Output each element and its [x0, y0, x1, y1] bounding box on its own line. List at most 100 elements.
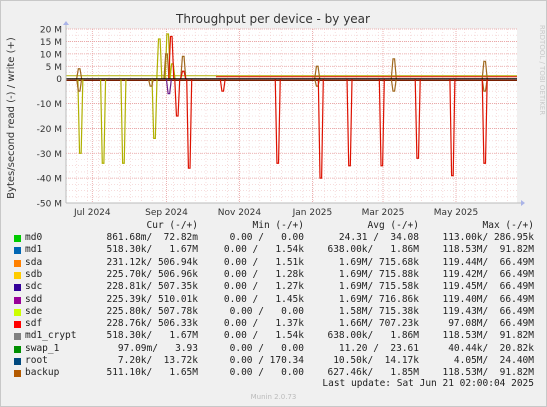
y-tick-label: 10 M	[40, 50, 62, 60]
legend-row: sde 225.80k/ 507.78k 0.00 / 0.00 1.58M/ 715…	[0, 306, 547, 318]
legend-swatch	[14, 247, 21, 255]
legend-avg: 638.00k/ 1.86M	[327, 330, 419, 342]
series-spike	[174, 78, 181, 117]
x-tick-label: Sep 2024	[145, 208, 188, 218]
series-spike	[414, 78, 421, 159]
legend-cur: 225.70k/ 506.96k	[106, 268, 198, 280]
legend-cur: 225.39k/ 510.01k	[106, 293, 198, 305]
legend-cur: 231.12k/ 506.94k	[106, 256, 198, 268]
series-spike	[99, 78, 107, 164]
legend-swatch	[14, 271, 21, 279]
legend-swatch	[14, 259, 21, 267]
legend-max: 118.53M/ 91.82M	[442, 244, 534, 256]
x-tick-label: Jul 2024	[73, 208, 111, 218]
x-tick-label: Mar 2025	[362, 208, 405, 218]
legend-name: sdb	[25, 268, 43, 280]
legend-avg: 627.46k/ 1.85M	[327, 367, 419, 379]
series-spike	[481, 60, 488, 79]
legend-avg: 1.69M/ 715.68k	[338, 256, 419, 268]
legend-avg: 10.50k/ 14.17k	[333, 355, 419, 366]
legend-max: 119.44M/ 66.49M	[442, 256, 534, 268]
legend-max: 119.40M/ 66.49M	[442, 293, 534, 305]
y-axis-arrow	[63, 21, 69, 25]
series-spike	[156, 38, 163, 79]
legend-max: 119.45M/ 66.49M	[442, 281, 534, 293]
series-spike	[169, 63, 176, 79]
series-spike	[180, 55, 187, 79]
series-spike	[378, 78, 385, 167]
legend-swatch	[14, 345, 21, 353]
y-tick-label: -10 M	[37, 100, 62, 110]
legend-cur: 228.76k/ 506.33k	[106, 318, 198, 330]
legend-name: swap_1	[25, 342, 60, 354]
series-spike	[314, 65, 321, 79]
legend-name: sda	[25, 256, 43, 268]
y-tick-label: 5 M	[46, 63, 62, 73]
y-axis-label: Bytes/second read (-) / write (+)	[6, 37, 17, 199]
legend-min: 0.00 / 1.37k	[223, 318, 304, 330]
legend-row: backup 511.10k/ 1.65M 0.00 / 0.00 627.46k/ …	[0, 367, 547, 379]
legend-min: 0.00 / 1.54k	[223, 330, 304, 342]
legend-cur: 518.30k/ 1.67M	[106, 244, 198, 256]
header-avg: Avg (-/+)	[367, 220, 419, 231]
legend-cur: 518.30k/ 1.67M	[106, 330, 198, 342]
legend-max: 113.00k/ 286.95k	[442, 232, 534, 243]
legend-row: sdf 228.76k/ 506.33k 0.00 / 1.37k 1.66M/ 70…	[0, 318, 547, 330]
legend-swatch	[14, 308, 21, 316]
legend-row: root 7.20k/ 13.72k 0.00 / 170.34 10.50k/ 14…	[0, 355, 547, 367]
series-spike	[120, 78, 127, 164]
legend-name: md1_crypt	[25, 330, 77, 342]
legend-avg: 1.69M/ 715.58k	[338, 281, 419, 293]
x-tick-label: May 2025	[434, 208, 478, 218]
legend-min: 0.00 / 0.00	[229, 232, 304, 243]
y-tick-label: -20 M	[37, 125, 62, 135]
legend-min: 0.00 / 0.00	[229, 305, 304, 317]
legend-cur: 97.09m/ 3.93	[117, 342, 198, 354]
series-spike	[390, 58, 397, 79]
legend-avg: 1.69M/ 716.86k	[338, 293, 419, 305]
x-tick-label: Nov 2024	[218, 208, 262, 218]
legend-min: 0.00 / 0.00	[229, 367, 304, 379]
legend-cur: 7.20k/ 13.72k	[117, 355, 198, 366]
legend-row: sda 231.12k/ 506.94k 0.00 / 1.51k 1.69M/ 71…	[0, 257, 547, 269]
series-spike	[317, 78, 324, 179]
series-spike	[147, 78, 155, 87]
legend-min: 0.00 / 1.45k	[223, 293, 304, 305]
x-axis-arrow	[521, 200, 525, 206]
series-spike	[76, 78, 83, 92]
series-spike	[390, 78, 397, 92]
header-max: Max (-/+)	[482, 220, 534, 231]
legend-name: md1	[25, 244, 43, 256]
legend-cur: 861.68m/ 72.82m	[106, 232, 198, 243]
legend-row: md1 518.30k/ 1.67M 0.00 / 1.54k 638.00k/ 1.…	[0, 244, 547, 256]
legend-avg: 24.31 / 34.08	[338, 232, 419, 243]
series-spike	[163, 53, 170, 79]
series-spike	[76, 68, 83, 79]
series-spike	[274, 78, 281, 164]
legend-row: sdc 228.81k/ 507.35k 0.00 / 1.27k 1.69M/ 71…	[0, 281, 547, 293]
y-tick-label: 15 M	[40, 38, 62, 48]
legend-name: md0	[25, 232, 43, 243]
legend-max: 118.53M/ 91.82M	[442, 367, 534, 379]
legend-avg: 11.20 / 23.61	[338, 342, 419, 354]
series-spike	[449, 78, 456, 177]
y-tick-label: -50 M	[37, 200, 62, 210]
legend-max: 97.08M/ 66.49M	[448, 318, 534, 330]
legend-row: md1_crypt 518.30k/ 1.67M 0.00 / 1.54k 638.0…	[0, 330, 547, 342]
series-spike	[168, 35, 175, 79]
legend-swatch	[14, 370, 21, 378]
series-spike	[165, 78, 172, 95]
legend-swatch	[14, 333, 21, 341]
series-spike	[219, 78, 226, 92]
legend-swatch	[14, 296, 21, 304]
legend-max: 118.53M/ 91.82M	[442, 330, 534, 342]
legend-cur: 511.10k/ 1.65M	[106, 367, 198, 379]
legend-avg: 1.69M/ 715.88k	[338, 268, 419, 280]
series-spike	[151, 78, 158, 139]
legend-min: 0.00 / 1.54k	[223, 244, 304, 256]
y-tick-label: 20 M	[40, 26, 62, 36]
legend-min: 0.00 / 1.51k	[223, 256, 304, 268]
series-spike	[481, 78, 488, 164]
legend-min: 0.00 / 0.00	[229, 342, 304, 354]
last-update: Last update: Sat Jun 21 02:00:04 2025	[322, 378, 534, 389]
